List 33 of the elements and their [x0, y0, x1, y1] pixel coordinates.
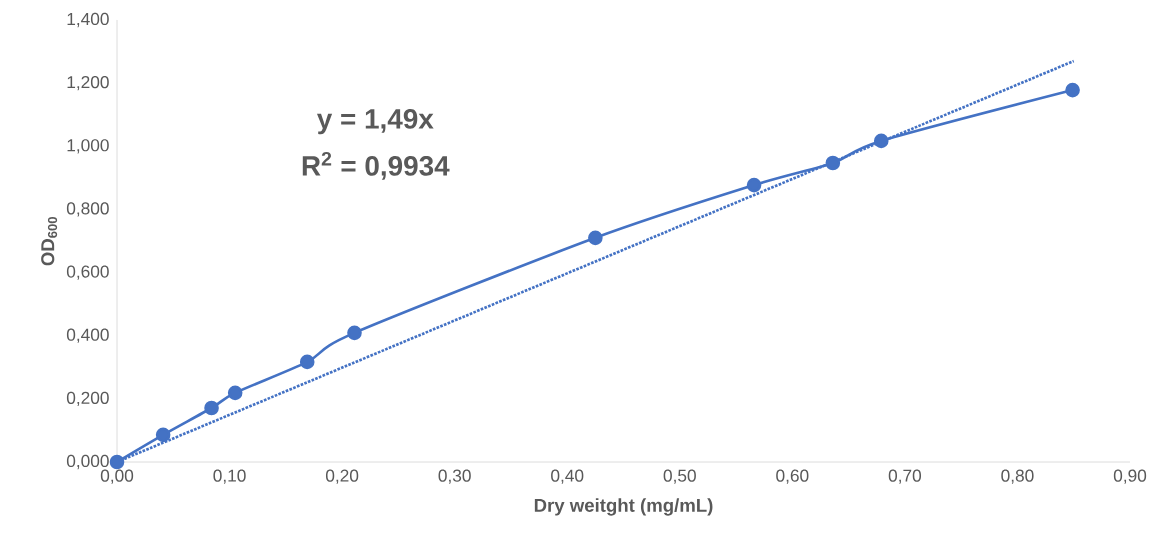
- annotation: y = 1,49x: [316, 109, 434, 135]
- y-tick-label: 0,200: [66, 391, 109, 406]
- x-tick-label: 0,30: [438, 469, 471, 484]
- point: [873, 133, 889, 149]
- point: [825, 155, 841, 171]
- y-tick-label: 1,000: [67, 139, 109, 154]
- y-tick-label: 0,600: [66, 265, 109, 280]
- x-axis-title: Dry weitght (mg/mL): [534, 498, 713, 516]
- point: [109, 454, 125, 470]
- y-tick-label: 1,200: [67, 76, 109, 91]
- x-tick-label: 0,60: [776, 469, 809, 484]
- y-tick-label: 0,000: [66, 454, 109, 470]
- y-tick-label: 1,400: [67, 12, 109, 28]
- y-axis-title: OD$_{600}$: [41, 217, 58, 266]
- y-tick-label: 0,800: [66, 202, 109, 217]
- x-tick-label: 0,20: [325, 469, 359, 484]
- point: [155, 427, 171, 443]
- x-tick-label: 0,70: [888, 469, 922, 484]
- point: [347, 325, 362, 341]
- x-tick-label: 0,50: [663, 469, 696, 484]
- point: [227, 385, 243, 401]
- point: [1065, 82, 1080, 98]
- point: [746, 177, 762, 193]
- point: [588, 230, 603, 246]
- y-tick-label: 0,400: [66, 328, 109, 343]
- x-tick-label: 0,00: [100, 469, 134, 484]
- annotation: R$^{2}$ = 0,9934: [302, 151, 450, 180]
- x-tick-label: 0,80: [1001, 469, 1034, 484]
- point: [204, 400, 219, 416]
- x-tick-label: 0,40: [551, 469, 584, 484]
- point: [299, 354, 315, 370]
- x-tick-label: 0,10: [213, 469, 246, 484]
- x-tick-label: 0,90: [1113, 469, 1147, 484]
